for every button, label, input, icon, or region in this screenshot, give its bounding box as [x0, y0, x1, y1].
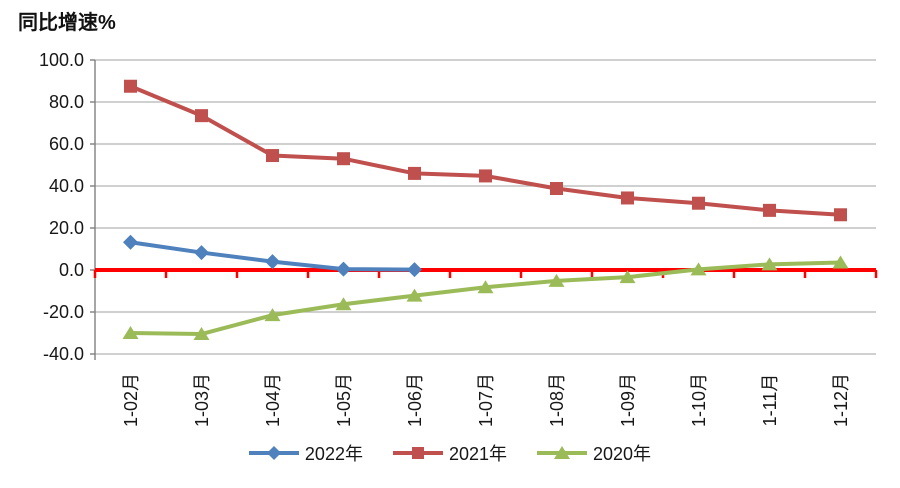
data-point-marker-triangle — [832, 255, 849, 269]
data-point-marker-diamond — [265, 254, 280, 270]
data-point-marker-diamond — [336, 261, 351, 277]
y-axis-tick-label: 60.0 — [48, 134, 84, 154]
y-axis-tick-label: 40.0 — [48, 176, 84, 196]
x-axis-label: 1-12月 — [830, 372, 851, 428]
legend-item-2020[interactable]: 2020年 — [537, 440, 651, 466]
x-axis-label: 1-03月 — [191, 372, 212, 428]
data-point-marker-diamond — [123, 234, 138, 250]
data-point-marker-square — [337, 152, 350, 166]
data-point-marker-triangle — [477, 280, 494, 294]
data-point-marker-square — [763, 203, 776, 217]
legend-marker-triangle-icon — [537, 445, 588, 461]
x-axis-label: 1-06月 — [404, 372, 425, 428]
legend-label-2020: 2020年 — [593, 444, 652, 464]
y-axis-tick-label: 0.0 — [58, 260, 84, 280]
x-axis-label: 1-11月 — [759, 373, 780, 427]
legend-marker-square-icon — [392, 445, 443, 461]
chart-title: 同比增速% — [18, 12, 116, 34]
data-point-marker-square — [692, 196, 705, 210]
data-point-marker-square — [834, 208, 847, 222]
x-axis-label: 1-05月 — [333, 372, 354, 428]
x-axis-label: 1-07月 — [475, 372, 496, 428]
y-axis-tick-label: 80.0 — [48, 92, 84, 112]
legend-label-2022: 2022年 — [304, 444, 363, 464]
data-point-marker-triangle — [264, 308, 281, 322]
legend-label-2021: 2021年 — [448, 444, 508, 464]
plot-area — [90, 59, 878, 360]
data-point-marker-triangle — [761, 257, 778, 271]
data-point-marker-triangle — [122, 326, 139, 339]
chart-legend: 2022年 2021年 2020年 — [0, 440, 900, 466]
y-axis-tick-label: -20.0 — [42, 302, 84, 322]
data-point-marker-square — [550, 182, 563, 196]
data-point-marker-square — [479, 169, 492, 183]
data-point-marker-square — [621, 191, 634, 205]
data-point-marker-triangle — [619, 270, 636, 284]
data-point-marker-square — [266, 149, 279, 163]
x-axis-label: 1-02月 — [120, 372, 141, 428]
y-axis-tick-label: 100.0 — [38, 50, 84, 70]
data-point-marker-triangle — [690, 262, 707, 276]
data-point-marker-triangle — [548, 273, 565, 287]
data-point-marker-triangle — [335, 297, 352, 311]
data-point-marker-square — [124, 79, 137, 93]
data-point-marker-diamond — [407, 262, 422, 278]
x-axis-label: 1-09月 — [617, 372, 638, 428]
legend-item-2022[interactable]: 2022年 — [248, 440, 363, 466]
data-point-marker-square — [195, 109, 208, 123]
series-line-2021年 — [129, 84, 841, 217]
data-point-marker-triangle — [193, 327, 210, 341]
x-axis-label: 1-04月 — [262, 372, 283, 428]
x-axis-label: 1-10月 — [688, 372, 709, 428]
data-point-marker-square — [408, 166, 421, 180]
y-axis-tick-label: -40.0 — [42, 344, 84, 364]
x-axis-label: 1-08月 — [546, 372, 567, 428]
y-axis-tick-label: 20.0 — [48, 218, 84, 238]
legend-item-2021[interactable]: 2021年 — [392, 440, 508, 466]
legend-marker-diamond-icon — [248, 445, 299, 461]
data-point-marker-diamond — [194, 245, 209, 261]
data-point-marker-triangle — [406, 288, 423, 302]
